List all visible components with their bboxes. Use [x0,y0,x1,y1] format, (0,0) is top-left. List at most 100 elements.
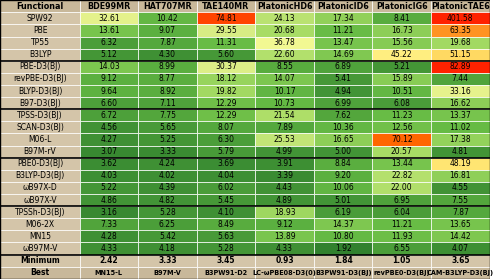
Bar [372,0,431,12]
Text: 32.61: 32.61 [98,14,120,23]
Bar [0,97,80,109]
Bar [138,49,196,61]
Text: 3.33: 3.33 [158,256,176,265]
Text: 6.25: 6.25 [159,220,176,229]
Bar [80,254,138,267]
Text: 22.60: 22.60 [274,50,295,59]
Text: PlatonicTAE6: PlatonicTAE6 [431,2,490,11]
Bar [0,37,80,49]
Text: B3PW91-D3(BJ): B3PW91-D3(BJ) [315,270,372,276]
Bar [80,158,138,170]
Text: ωB97X-V: ωB97X-V [23,196,57,205]
Bar [431,218,490,230]
Bar [372,73,431,85]
Bar [372,25,431,37]
Bar [314,218,372,230]
Text: 7.87: 7.87 [452,208,468,217]
Text: 14.42: 14.42 [450,232,471,241]
Text: 13.89: 13.89 [274,232,295,241]
Text: 16.65: 16.65 [332,135,354,144]
Text: Best: Best [30,268,50,277]
Bar [314,121,372,133]
Bar [372,170,431,182]
Bar [256,218,314,230]
Text: 14.37: 14.37 [332,220,354,229]
Bar [431,12,490,25]
Text: 8.77: 8.77 [159,74,176,83]
Text: 11.21: 11.21 [391,220,412,229]
Bar [431,194,490,206]
Bar [431,242,490,254]
Bar [80,194,138,206]
Bar [80,109,138,121]
Bar [431,97,490,109]
Bar [196,206,256,218]
Text: B3PW91-D2: B3PW91-D2 [204,270,248,276]
Text: 5.21: 5.21 [394,62,410,71]
Bar [256,25,314,37]
Text: B97-D3(BJ): B97-D3(BJ) [19,99,61,108]
Text: 3.39: 3.39 [276,171,293,180]
Text: 70.12: 70.12 [391,135,412,144]
Bar [196,97,256,109]
Text: 18.93: 18.93 [274,208,295,217]
Bar [256,182,314,194]
Text: 5.42: 5.42 [159,232,176,241]
Bar [372,182,431,194]
Bar [314,230,372,242]
Bar [314,25,372,37]
Text: MN15-L: MN15-L [95,270,123,276]
Text: 4.86: 4.86 [100,196,117,205]
Text: 17.38: 17.38 [450,135,471,144]
Bar [431,158,490,170]
Text: HAT707MR: HAT707MR [143,2,192,11]
Text: 14.69: 14.69 [332,50,354,59]
Text: 10.06: 10.06 [332,183,354,193]
Bar [431,121,490,133]
Text: 5.25: 5.25 [159,135,176,144]
Bar [372,109,431,121]
Text: 4.99: 4.99 [276,147,293,156]
Text: 4.03: 4.03 [100,171,117,180]
Bar [314,73,372,85]
Bar [314,97,372,109]
Bar [431,133,490,146]
Text: 5.79: 5.79 [218,147,234,156]
Text: 21.54: 21.54 [274,111,295,120]
Bar [431,85,490,97]
Text: 4.33: 4.33 [276,244,293,253]
Bar [80,121,138,133]
Text: 2.42: 2.42 [100,256,118,265]
Text: 3.69: 3.69 [218,159,234,168]
Bar [256,146,314,158]
Bar [431,49,490,61]
Bar [80,97,138,109]
Text: PlatonicHD6: PlatonicHD6 [257,2,312,11]
Text: MN15: MN15 [29,232,51,241]
Bar [196,25,256,37]
Text: 11.93: 11.93 [391,232,412,241]
Text: 7.11: 7.11 [159,99,176,108]
Text: PBE: PBE [33,26,48,35]
Text: 4.18: 4.18 [159,244,176,253]
Bar [431,254,490,267]
Text: 6.60: 6.60 [100,99,117,108]
Bar [314,49,372,61]
Bar [372,146,431,158]
Text: 10.36: 10.36 [332,123,354,132]
Text: 74.81: 74.81 [215,14,237,23]
Text: 11.31: 11.31 [215,38,236,47]
Bar [196,37,256,49]
Bar [0,146,80,158]
Text: revPBE0-D3(BJ): revPBE0-D3(BJ) [374,270,430,276]
Bar [431,146,490,158]
Text: 6.08: 6.08 [394,99,410,108]
Text: 17.34: 17.34 [332,14,354,23]
Bar [0,158,80,170]
Text: B3LYP: B3LYP [29,50,52,59]
Text: 4.94: 4.94 [334,86,351,96]
Text: 5.41: 5.41 [334,74,351,83]
Text: 5.12: 5.12 [100,50,117,59]
Text: 4.82: 4.82 [159,196,176,205]
Bar [372,218,431,230]
